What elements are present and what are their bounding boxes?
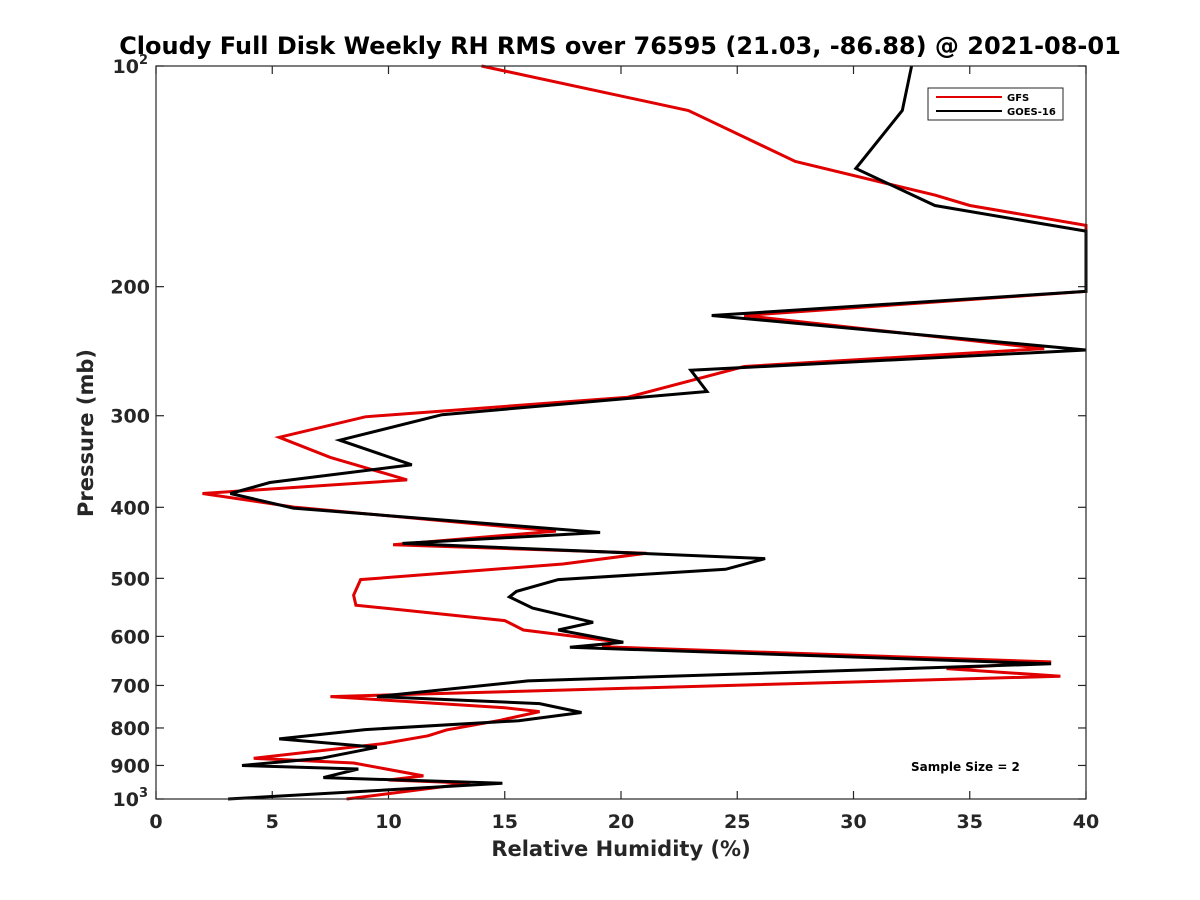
y-tick-label: 900 [110,755,150,777]
chart-title: Cloudy Full Disk Weekly RH RMS over 7659… [119,32,1121,60]
x-tick-label: 0 [149,811,162,833]
y-tick-label: 300 [110,406,150,428]
x-tick-label: 10 [375,811,401,833]
y-tick-label: 400 [110,497,150,519]
x-tick-label: 15 [492,811,518,833]
y-tick-label: 700 [110,675,150,697]
x-axis-label: Relative Humidity (%) [491,837,750,861]
x-tick-label: 40 [1073,811,1099,833]
x-tick-label: 35 [957,811,983,833]
axes-frame [155,65,1087,800]
axis-ticks: 0 5 10 15 20 25 30 35 40 102 200 300 400 500 600 700 800… [110,53,1099,833]
sample-size-annotation: Sample Size = 2 [911,760,1020,774]
legend-box [927,87,1064,121]
legend-label-goes16: GOES-16 [1007,107,1056,118]
y-tick-label: 200 [110,277,150,299]
series-line-gfs [202,64,1088,801]
x-tick-label: 30 [840,811,866,833]
y-tick-label: 103 [113,786,149,811]
y-axis-label: Pressure (mb) [74,349,98,517]
legend-label-gfs: GFS [1007,93,1029,104]
x-tick-label: 5 [266,811,279,833]
plot-area [202,64,1088,801]
y-tick-label: 500 [110,568,150,590]
x-tick-label: 25 [724,811,750,833]
series-line-goes16 [228,65,1088,801]
legend: GFS GOES-16 [927,87,1064,121]
y-tick-label: 600 [110,626,150,648]
y-tick-label: 102 [113,53,149,78]
y-tick-label: 800 [110,718,150,740]
x-tick-label: 20 [608,811,634,833]
